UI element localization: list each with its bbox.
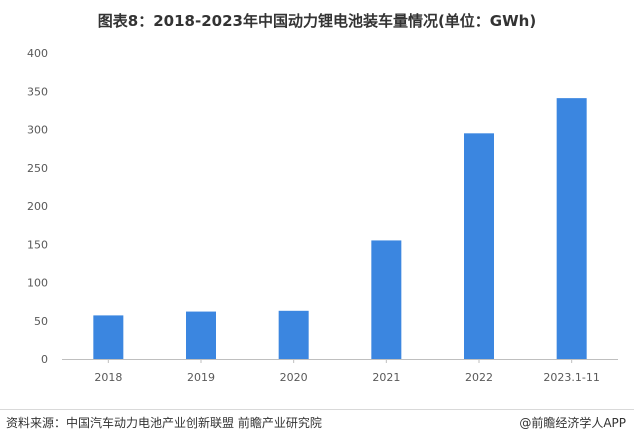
bar [464,133,494,359]
y-tick-label: 300 [27,124,48,137]
credit-note: @前瞻经济学人APP [519,416,626,430]
y-tick-label: 0 [41,353,48,366]
bar [371,240,402,359]
footer-divider [0,409,634,410]
x-tick-label: 2021 [372,371,400,384]
y-tick-label: 150 [27,238,48,251]
source-note: 资料来源：中国汽车动力电池产业创新联盟 前瞻产业研究院 [6,416,322,430]
y-tick-label: 100 [27,277,48,290]
chart-title: 图表8：2018-2023年中国动力锂电池装车量情况(单位：GWh) [97,12,537,30]
x-tick-label: 2022 [465,371,493,384]
y-tick-label: 400 [27,47,48,60]
bar [556,98,587,359]
x-tick-label: 2023.1-11 [543,371,599,384]
y-tick-label: 350 [27,85,48,98]
y-tick-label: 50 [34,315,48,328]
bar [278,310,309,359]
x-tick-label: 2019 [187,371,215,384]
bar [93,315,124,359]
y-tick-label: 200 [27,200,48,213]
bar [186,311,216,359]
x-tick-label: 2020 [280,371,308,384]
bar-chart: 0 50 100 150 200 250 300 350 400 2018 2019 2020 2021… [27,47,618,384]
x-tick-label: 2018 [94,371,122,384]
y-tick-label: 250 [27,162,48,175]
